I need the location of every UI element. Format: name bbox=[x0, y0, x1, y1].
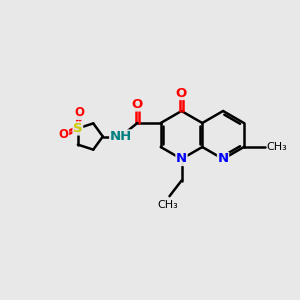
Text: CH₃: CH₃ bbox=[266, 142, 287, 152]
Text: O: O bbox=[74, 106, 85, 119]
Text: O: O bbox=[58, 128, 69, 141]
Text: N: N bbox=[218, 152, 229, 166]
Text: O: O bbox=[176, 86, 187, 100]
Text: NH: NH bbox=[110, 130, 132, 143]
Text: N: N bbox=[176, 152, 187, 166]
Text: S: S bbox=[73, 122, 83, 135]
Text: O: O bbox=[132, 98, 143, 111]
Text: CH₃: CH₃ bbox=[158, 200, 178, 210]
